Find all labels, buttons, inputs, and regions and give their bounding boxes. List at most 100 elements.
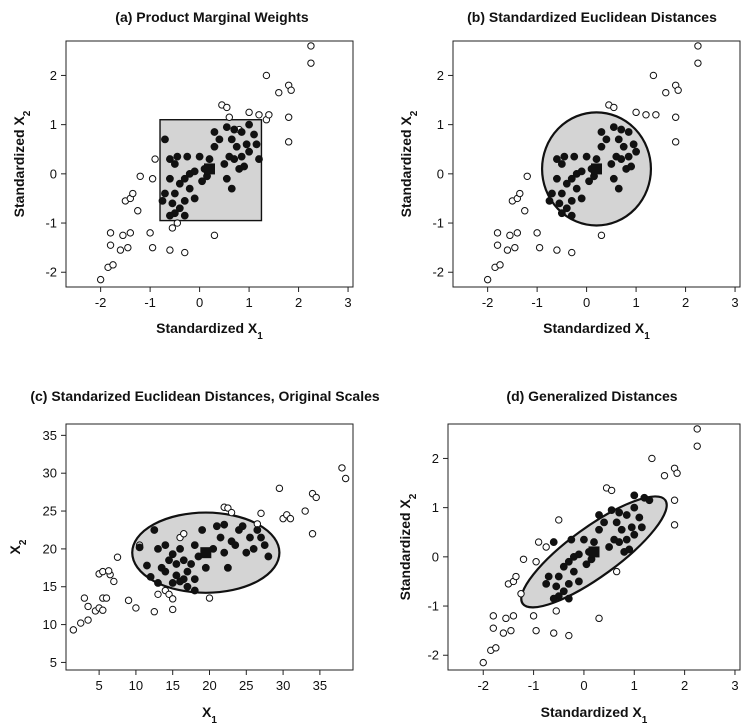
point-open	[338, 464, 346, 472]
point-filled	[624, 152, 633, 161]
point-open	[113, 553, 122, 561]
point-filled	[582, 560, 591, 569]
center-marker	[591, 163, 602, 175]
x-tick-label: -2	[95, 295, 107, 310]
point-open	[610, 103, 618, 112]
point-filled	[172, 560, 181, 568]
point-filled	[183, 567, 192, 576]
point-open	[84, 616, 92, 624]
point-open	[496, 261, 504, 269]
point-open	[245, 108, 253, 117]
point-filled	[176, 544, 184, 553]
x-tick-label: 3	[731, 678, 738, 693]
x-tick-label: 1	[632, 295, 639, 310]
point-open	[136, 172, 144, 181]
point-filled	[264, 552, 273, 561]
point-open	[96, 275, 105, 284]
point-open	[511, 243, 519, 252]
point-filled	[257, 533, 265, 542]
point-open	[534, 538, 543, 546]
point-filled	[201, 563, 210, 572]
y-tick-label: 1	[50, 117, 57, 132]
point-filled	[135, 543, 144, 552]
point-filled	[220, 520, 229, 529]
y-tick-label: 2	[437, 68, 444, 83]
point-open	[521, 207, 529, 215]
point-open	[507, 626, 515, 635]
point-filled	[260, 541, 269, 550]
point-filled	[238, 522, 247, 531]
point-filled	[557, 160, 566, 168]
point-filled	[170, 160, 179, 168]
point-filled	[553, 174, 561, 183]
y-tick-label: 15	[43, 579, 57, 594]
y-tick-label: 2	[50, 68, 57, 83]
point-filled	[542, 580, 551, 588]
point-filled	[632, 147, 640, 156]
point-open	[69, 626, 78, 634]
point-filled	[607, 160, 616, 168]
point-filled	[161, 541, 170, 550]
point-filled	[215, 135, 224, 144]
center-marker	[204, 163, 215, 175]
panel-c: (c) Standarized Euclidean Distances, Ori…	[7, 388, 380, 724]
point-filled	[625, 545, 634, 554]
point-open	[533, 229, 541, 237]
point-filled	[190, 167, 199, 176]
point-filled	[216, 533, 225, 542]
point-filled	[249, 544, 258, 553]
point-open	[77, 619, 85, 627]
point-open	[542, 543, 550, 551]
point-filled	[570, 152, 579, 161]
point-open	[99, 606, 107, 614]
panel-title: (c) Standarized Euclidean Distances, Ori…	[30, 388, 380, 404]
point-filled	[205, 155, 214, 163]
point-filled	[190, 194, 199, 203]
x-tick-label: -1	[531, 295, 543, 310]
point-open	[109, 261, 117, 269]
point-open	[660, 471, 669, 480]
point-filled	[597, 142, 606, 151]
point-open	[124, 596, 133, 605]
point-open	[99, 567, 107, 576]
point-open	[124, 243, 132, 252]
panel-a: (a) Product Marginal Weights -2 -1 0 1 2 3 -2 -1…	[11, 9, 354, 342]
point-filled	[567, 535, 576, 544]
point-filled	[190, 575, 199, 584]
x-tick-label: 0	[580, 678, 587, 693]
point-open	[166, 246, 174, 254]
point-filled	[158, 196, 167, 205]
point-open	[265, 111, 273, 119]
point-filled	[183, 152, 192, 161]
point-filled	[168, 550, 177, 559]
point-filled	[597, 128, 606, 136]
point-filled	[198, 177, 206, 186]
y-tick-label: -2	[427, 648, 439, 663]
point-filled	[180, 211, 189, 220]
y-tick-label: 35	[43, 428, 57, 443]
point-open	[126, 229, 135, 237]
point-open	[648, 454, 656, 463]
point-filled	[166, 174, 174, 183]
point-open	[307, 42, 315, 50]
point-filled	[183, 582, 192, 591]
y-tick-label: 20	[43, 541, 57, 556]
point-open	[693, 442, 701, 450]
point-filled	[173, 152, 182, 161]
point-filled	[552, 582, 561, 591]
point-filled	[580, 535, 588, 544]
point-filled	[577, 167, 586, 176]
y-axis-label: Standardized X2	[11, 110, 33, 217]
point-open	[479, 658, 487, 667]
point-open	[509, 612, 518, 620]
point-filled	[170, 189, 179, 198]
y-tick-label: 0	[432, 549, 439, 564]
x-tick-label: 20	[202, 678, 216, 693]
point-filled	[237, 128, 246, 136]
point-open	[649, 71, 658, 80]
point-filled	[154, 579, 162, 587]
point-open	[312, 493, 320, 502]
point-open	[119, 231, 127, 240]
point-filled	[179, 556, 188, 565]
point-filled	[557, 209, 566, 218]
